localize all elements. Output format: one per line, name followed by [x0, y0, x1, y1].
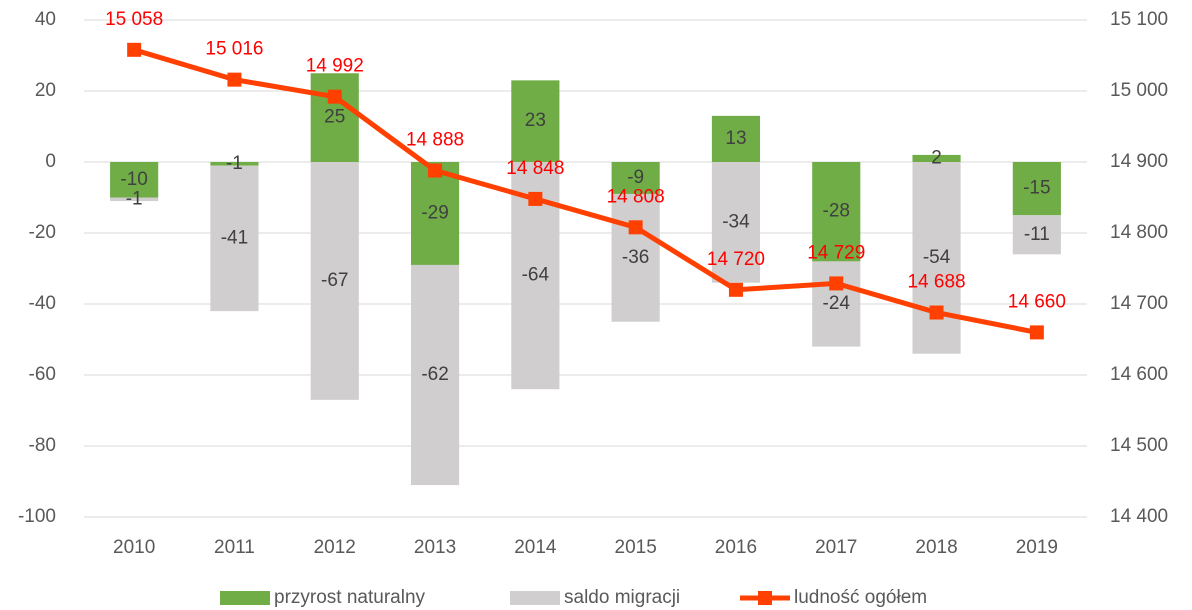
y2-tick-label: 14 500	[1110, 435, 1168, 456]
legend-swatch	[220, 591, 270, 605]
legend-label: przyrost naturalny	[274, 587, 426, 608]
data-label: 14 808	[607, 186, 665, 207]
y-tick-label: 0	[45, 151, 56, 172]
y2-tick-label: 14 600	[1110, 364, 1168, 385]
marker	[1029, 325, 1044, 340]
data-label: 25	[324, 107, 345, 128]
marker	[428, 163, 443, 178]
data-label: 13	[725, 128, 746, 149]
data-label: -1	[126, 188, 143, 209]
y2-tick-label: 14 700	[1110, 293, 1168, 314]
data-label: -28	[823, 201, 850, 222]
legend-label: ludność ogółem	[794, 587, 927, 608]
data-label: -41	[221, 227, 248, 248]
marker	[728, 282, 743, 297]
x-tick-label: 2012	[314, 537, 356, 558]
bar	[912, 154, 961, 162]
x-tick-label: 2013	[414, 537, 456, 558]
bar	[711, 115, 761, 162]
data-label: 14 729	[807, 242, 865, 263]
bar	[511, 80, 560, 162]
y-tick-label: -60	[29, 364, 56, 385]
data-label: -15	[1023, 178, 1050, 199]
bar	[410, 162, 460, 265]
y-tick-label: 40	[35, 9, 56, 30]
data-label: -29	[421, 202, 448, 223]
legend-label: saldo migracji	[564, 587, 680, 608]
bar	[110, 162, 159, 198]
y2-tick-label: 14 400	[1110, 506, 1168, 527]
data-label: 14 688	[907, 272, 965, 293]
marker	[327, 89, 342, 104]
bar	[611, 162, 660, 194]
data-label: -34	[722, 211, 750, 232]
bar	[410, 264, 460, 486]
y2-tick-label: 15 000	[1110, 80, 1168, 101]
data-label: 14 848	[506, 158, 564, 179]
bar	[1012, 215, 1061, 255]
y-tick-label: -80	[29, 435, 56, 456]
x-tick-label: 2018	[915, 537, 957, 558]
data-label: -9	[627, 167, 644, 188]
x-tick-label: 2014	[514, 537, 557, 558]
bar	[110, 197, 159, 202]
marker	[628, 220, 643, 235]
data-label: -24	[823, 293, 851, 314]
y2-tick-label: 14 900	[1110, 151, 1168, 172]
data-label: -11	[1024, 224, 1050, 245]
data-label: -10	[120, 169, 147, 190]
data-label: 14 720	[707, 249, 765, 270]
bar	[310, 73, 359, 162]
data-label: -36	[622, 247, 649, 268]
marker	[929, 305, 944, 320]
data-label: 14 660	[1008, 291, 1066, 312]
data-label: 14 888	[406, 130, 464, 151]
bar	[1012, 162, 1061, 216]
y-tick-label: 20	[35, 80, 56, 101]
data-label: 14 992	[306, 56, 364, 77]
data-label: -1	[226, 153, 243, 174]
bar	[711, 162, 761, 283]
bar	[210, 165, 259, 312]
y-tick-label: -100	[18, 506, 56, 527]
legend-swatch	[510, 591, 560, 605]
legend-swatch	[758, 591, 772, 605]
bar	[812, 261, 861, 347]
data-label: -62	[421, 364, 448, 385]
marker	[829, 276, 844, 291]
y-tick-label: -40	[29, 293, 56, 314]
y2-tick-label: 15 100	[1110, 9, 1168, 30]
x-tick-label: 2016	[715, 537, 757, 558]
x-tick-label: 2011	[214, 537, 255, 558]
x-tick-label: 2019	[1016, 537, 1058, 558]
data-label: -67	[321, 270, 348, 291]
x-tick-label: 2015	[615, 537, 657, 558]
marker	[528, 191, 543, 206]
bar	[210, 162, 259, 166]
data-label: 2	[931, 147, 942, 168]
bar	[912, 162, 961, 354]
x-tick-label: 2017	[815, 537, 857, 558]
bar	[812, 162, 861, 262]
bar	[310, 162, 359, 400]
data-label: 15 016	[205, 39, 263, 60]
marker	[127, 42, 142, 57]
marker	[227, 72, 242, 87]
x-tick-label: 2010	[113, 537, 155, 558]
data-label: -64	[522, 265, 550, 286]
data-label: -54	[923, 247, 951, 268]
bar	[611, 193, 660, 322]
data-label: 23	[525, 110, 546, 131]
data-label: 15 058	[105, 9, 163, 30]
line	[133, 47, 1038, 335]
y-tick-label: -20	[29, 222, 56, 243]
y2-tick-label: 14 800	[1110, 222, 1168, 243]
